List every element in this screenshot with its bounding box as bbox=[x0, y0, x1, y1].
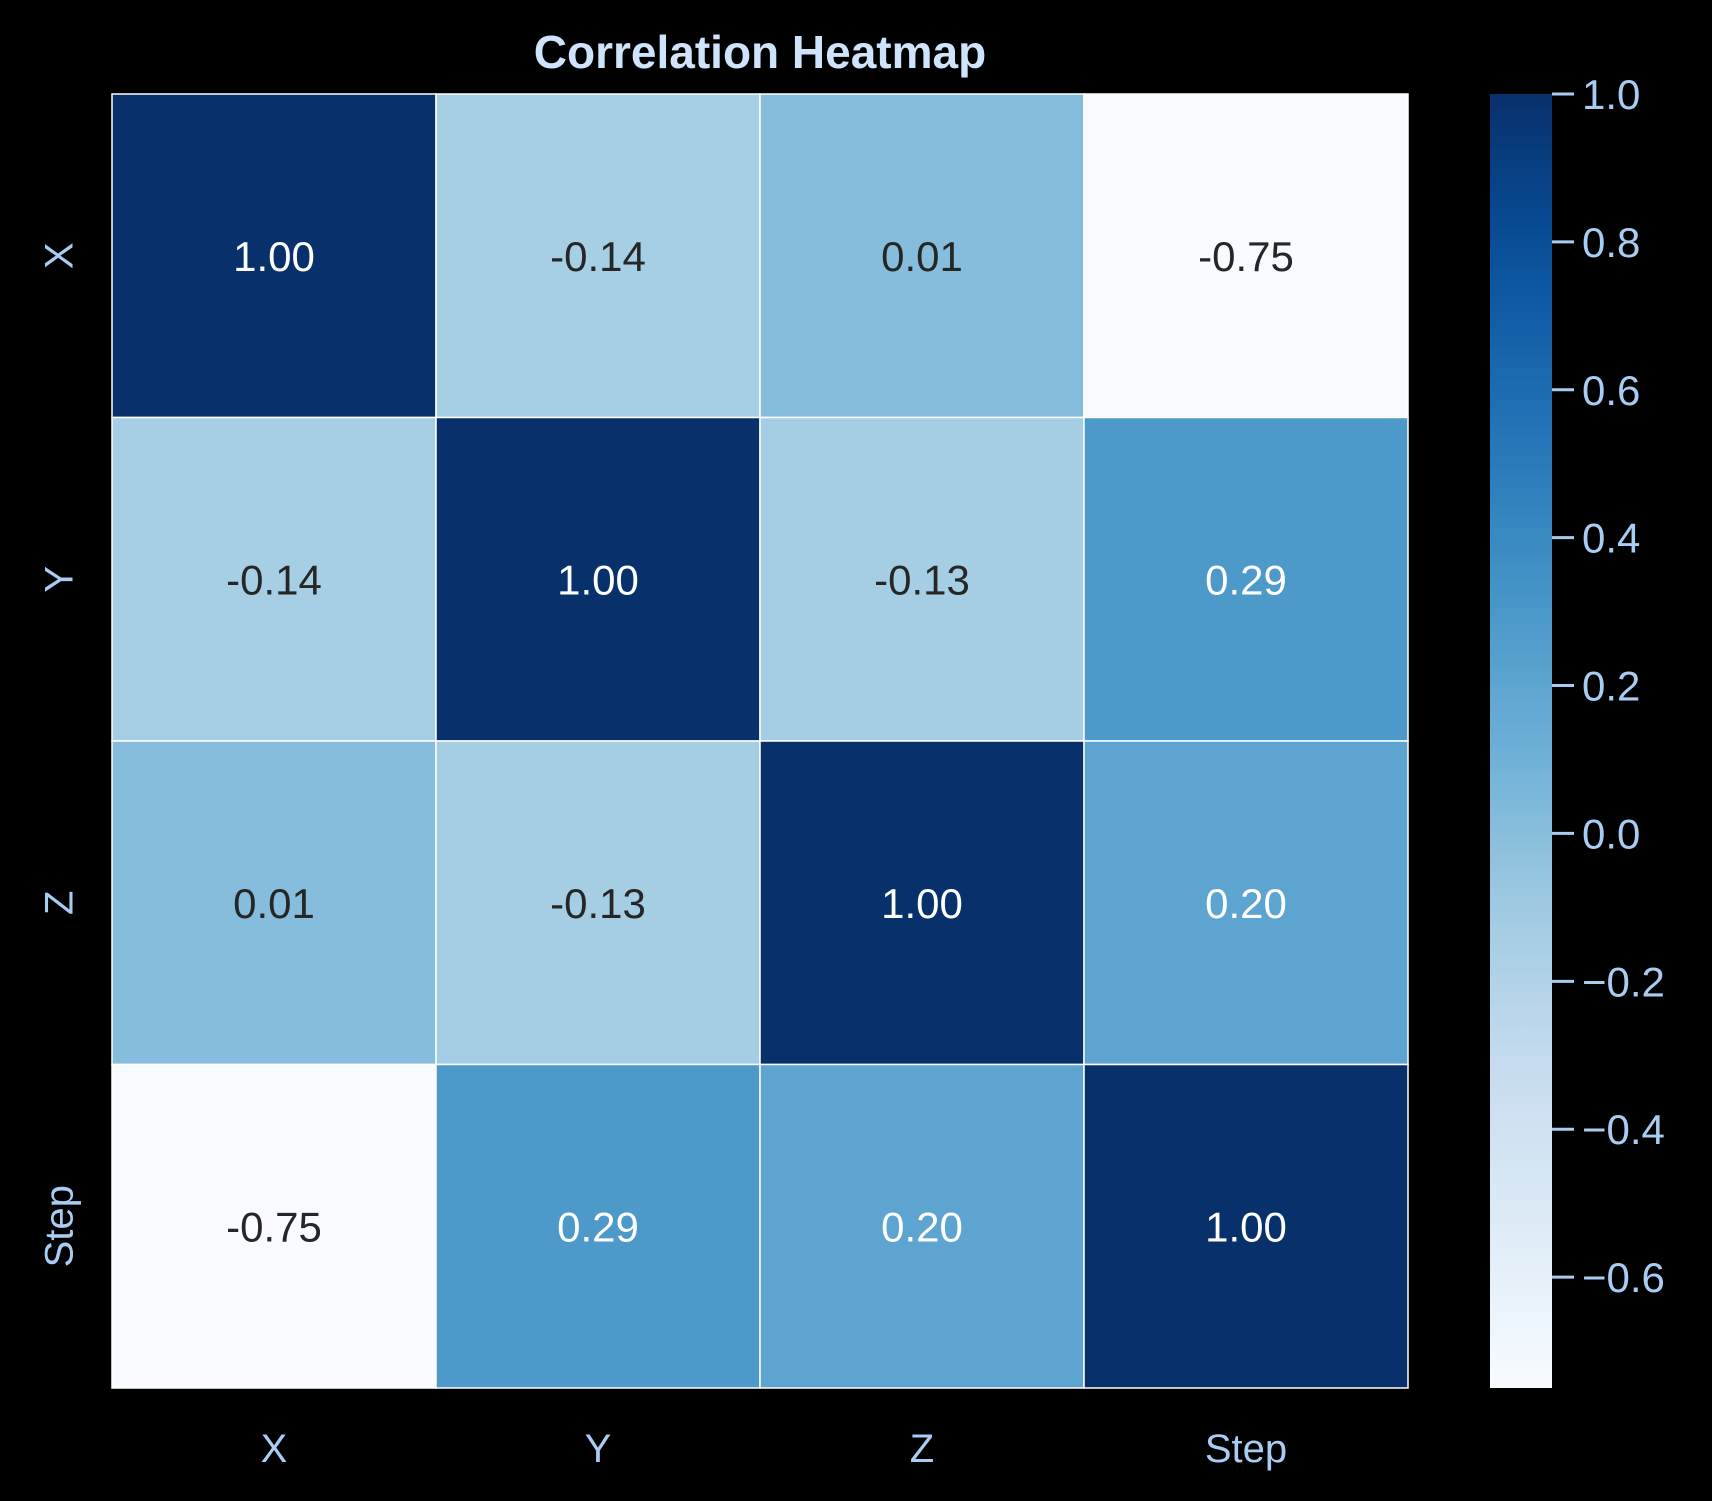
cell-value-label: -0.13 bbox=[550, 880, 646, 927]
cell-value-label: 0.29 bbox=[1205, 556, 1287, 603]
cell-value-label: 1.00 bbox=[557, 556, 639, 603]
chart-title: Correlation Heatmap bbox=[534, 26, 986, 78]
cell-value-label: 0.29 bbox=[557, 1203, 639, 1250]
cell-value-label: 0.20 bbox=[1205, 880, 1287, 927]
cell-value-label: 0.01 bbox=[233, 880, 315, 927]
heatmap-grid: 1.00 -0.14 0.01 -0.75 -0.14 1.00 -0.13 0.29 0.01… bbox=[112, 94, 1408, 1388]
colorbar-tick-label: 0.6 bbox=[1582, 367, 1640, 414]
cell-value-label: 1.00 bbox=[881, 880, 963, 927]
y-tick-label: Z bbox=[38, 891, 82, 915]
cell-value-label: 1.00 bbox=[233, 233, 315, 280]
cell-value-label: 0.20 bbox=[881, 1203, 963, 1250]
x-tick-label: Z bbox=[910, 1427, 934, 1471]
y-tick-label: X bbox=[38, 242, 82, 269]
colorbar-tick-label: 0.2 bbox=[1582, 663, 1640, 710]
colorbar-tick-label: 1.0 bbox=[1582, 71, 1640, 118]
x-tick-label: X bbox=[261, 1427, 288, 1471]
cell-value-label: -0.14 bbox=[550, 233, 646, 280]
cell-value-label: -0.14 bbox=[226, 556, 322, 603]
cell-value-label: 1.00 bbox=[1205, 1203, 1287, 1250]
colorbar-tick-label: −0.4 bbox=[1582, 1106, 1665, 1153]
colorbar-tick-label: −0.2 bbox=[1582, 958, 1665, 1005]
colorbar-tick-label: 0.4 bbox=[1582, 515, 1640, 562]
x-tick-label: Step bbox=[1205, 1427, 1287, 1471]
colorbar-gradient bbox=[1490, 94, 1552, 1388]
y-tick-label: Step bbox=[38, 1185, 82, 1267]
colorbar-tick-label: 0.8 bbox=[1582, 219, 1640, 266]
colorbar-tick-label: −0.6 bbox=[1582, 1254, 1665, 1301]
x-tick-label: Y bbox=[585, 1427, 612, 1471]
cell-value-label: -0.75 bbox=[226, 1203, 322, 1250]
colorbar-tick-label: 0.0 bbox=[1582, 810, 1640, 857]
cell-value-label: -0.13 bbox=[874, 556, 970, 603]
cell-value-label: -0.75 bbox=[1198, 233, 1294, 280]
y-tick-label: Y bbox=[38, 566, 82, 593]
cell-value-label: 0.01 bbox=[881, 233, 963, 280]
